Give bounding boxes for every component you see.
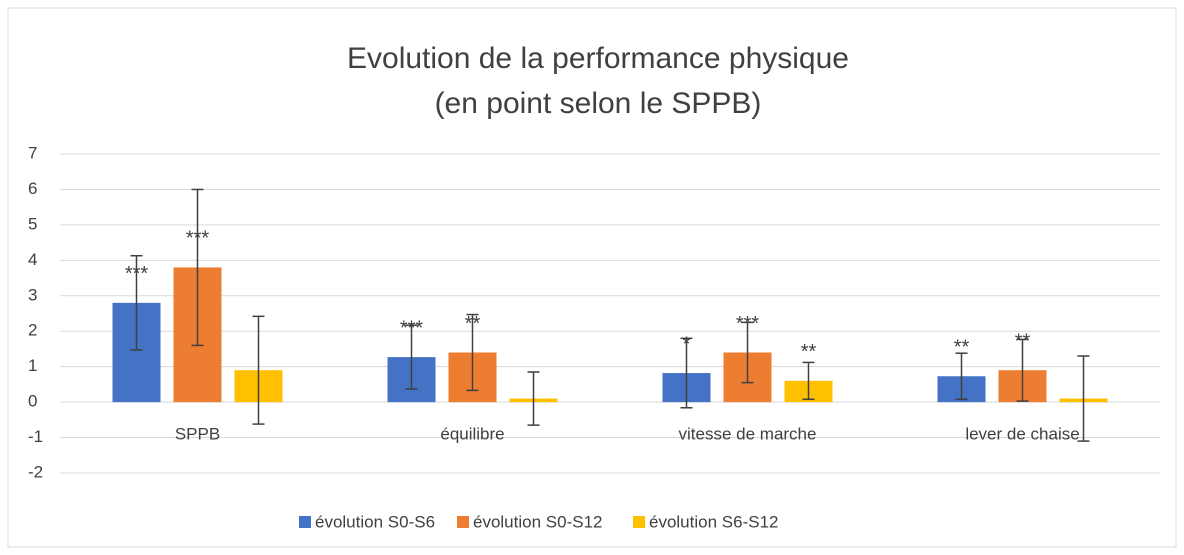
error-bar xyxy=(130,254,143,351)
significance-label: *** xyxy=(736,313,760,335)
legend-label: évolution S0-S12 xyxy=(473,512,602,531)
x-tick-label: lever de chaise xyxy=(965,425,1079,444)
chart-title: Evolution de la performance physique xyxy=(347,42,849,75)
error-bar xyxy=(191,188,204,347)
significance-label: *** xyxy=(400,317,424,339)
x-tick-label: vitesse de marche xyxy=(679,425,817,444)
error-bar xyxy=(1016,338,1029,402)
legend-swatch xyxy=(633,516,645,528)
y-tick-label: 7 xyxy=(28,143,37,162)
significance-label: ** xyxy=(1015,330,1031,352)
y-tick-label: 3 xyxy=(28,285,37,304)
error-bar xyxy=(741,321,754,384)
y-tick-label: 6 xyxy=(28,179,37,198)
legend-label: évolution S6-S12 xyxy=(649,512,778,531)
x-tick-label: SPPB xyxy=(175,425,220,444)
error-bar xyxy=(802,361,815,401)
y-tick-label: -1 xyxy=(28,427,43,446)
significance-label: ** xyxy=(465,313,481,335)
error-bar xyxy=(252,315,265,425)
legend-swatch xyxy=(299,516,311,528)
legend-swatch xyxy=(457,516,469,528)
legend-label: évolution S0-S6 xyxy=(315,512,435,531)
significance-label: *** xyxy=(186,228,210,250)
y-tick-label: -2 xyxy=(28,462,43,481)
x-tick-label: équilibre xyxy=(440,425,504,444)
y-tick-label: 4 xyxy=(28,250,37,269)
error-bar xyxy=(405,324,418,390)
significance-label: ** xyxy=(801,341,817,363)
y-tick-label: 1 xyxy=(28,356,37,375)
error-bar xyxy=(466,313,479,392)
significance-label: * xyxy=(683,333,691,355)
y-tick-label: 2 xyxy=(28,321,37,340)
y-tick-label: 5 xyxy=(28,214,37,233)
chart-title: (en point selon le SPPB) xyxy=(435,87,762,120)
significance-label: *** xyxy=(125,263,149,285)
error-bar xyxy=(680,337,693,409)
significance-label: ** xyxy=(954,337,970,359)
y-tick-label: 0 xyxy=(28,392,37,411)
error-bar xyxy=(1077,355,1090,442)
error-bar xyxy=(955,352,968,401)
error-bar xyxy=(527,371,540,426)
